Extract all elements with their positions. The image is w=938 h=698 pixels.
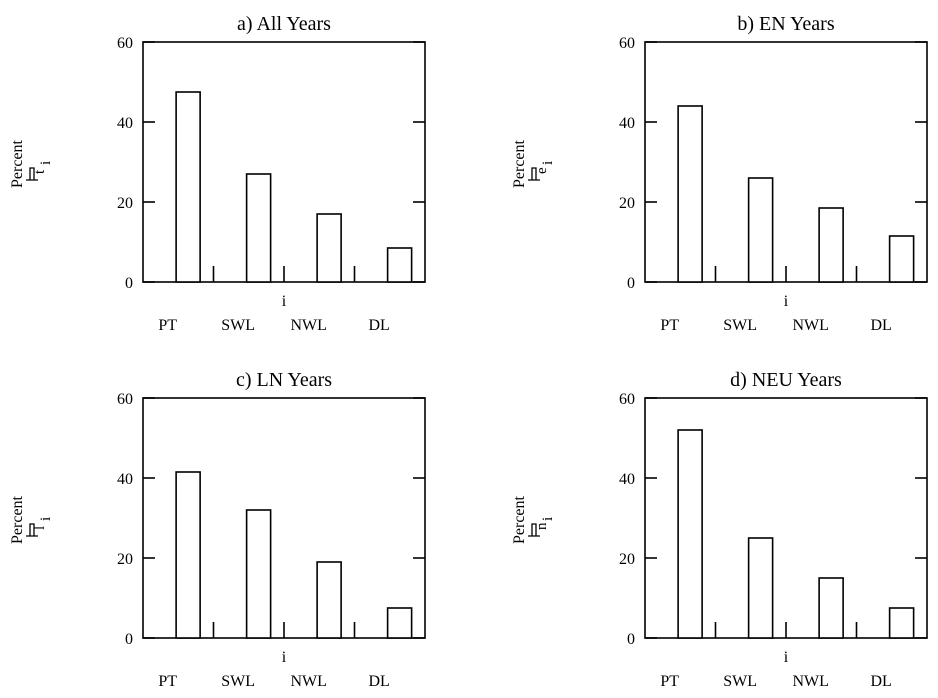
category-label: NWL — [290, 317, 326, 334]
bar-dl — [888, 607, 915, 639]
bar-swl — [245, 509, 272, 639]
y-tick-label: 0 — [627, 631, 635, 648]
y-axis-label: Percent — [511, 495, 528, 544]
category-label: NWL — [792, 317, 828, 334]
bar-pt — [175, 91, 201, 283]
y-axis-label: Percent — [511, 139, 528, 188]
y-axis-symbol: ti — [32, 161, 54, 174]
chart-title: c) LN Years — [236, 369, 332, 391]
chart-title: a) All Years — [237, 13, 331, 35]
x-axis-label: i — [282, 649, 287, 666]
category-label: NWL — [792, 673, 828, 690]
y-tick-label: 0 — [125, 631, 133, 648]
bar-swl — [747, 537, 774, 639]
y-tick-label: 20 — [117, 551, 133, 568]
bar-dl — [386, 247, 413, 283]
category-label: NWL — [290, 673, 326, 690]
y-symbol-index: i — [38, 517, 54, 521]
category-label: SWL — [723, 317, 757, 334]
bar-nwl — [818, 207, 844, 283]
category-label: SWL — [221, 317, 255, 334]
y-symbol-index: i — [540, 161, 556, 165]
category-label: PT — [158, 317, 177, 334]
y-symbol-index: i — [540, 517, 556, 521]
bar-nwl — [316, 561, 342, 639]
y-tick-label: 40 — [117, 115, 133, 132]
category-label: DL — [871, 317, 892, 334]
y-tick-label: 60 — [117, 35, 133, 52]
bar-swl — [245, 173, 272, 283]
category-label: SWL — [221, 673, 255, 690]
category-label: SWL — [723, 673, 757, 690]
placeholder-glyph — [26, 167, 38, 181]
x-axis-label: i — [784, 649, 789, 666]
y-tick-label: 20 — [619, 195, 635, 212]
x-axis-label: i — [784, 293, 789, 310]
y-axis-label: Percent — [9, 139, 26, 188]
bar-pt — [175, 471, 201, 639]
y-tick-label: 60 — [619, 391, 635, 408]
bar-pt — [677, 429, 703, 639]
category-label: DL — [369, 673, 390, 690]
y-tick-label: 40 — [619, 471, 635, 488]
y-symbol-letter: l — [32, 526, 48, 530]
category-label: PT — [660, 317, 679, 334]
y-axis-symbol: ei — [534, 161, 556, 174]
placeholder-glyph — [26, 523, 38, 537]
y-axis-symbol: li — [32, 517, 54, 530]
x-axis-label: i — [282, 293, 287, 310]
y-tick-label: 60 — [619, 35, 635, 52]
category-label: DL — [369, 317, 390, 334]
bar-nwl — [818, 577, 844, 639]
y-tick-label: 0 — [627, 275, 635, 292]
bar-swl — [747, 177, 774, 283]
y-symbol-letter: t — [32, 169, 48, 174]
y-axis-label: Percent — [9, 495, 26, 544]
bar-dl — [888, 235, 915, 283]
category-label: PT — [158, 673, 177, 690]
y-symbol-index: i — [38, 161, 54, 165]
y-symbol-letter: n — [534, 522, 550, 530]
placeholder-glyph — [528, 167, 540, 181]
y-tick-label: 0 — [125, 275, 133, 292]
y-tick-label: 20 — [117, 195, 133, 212]
placeholder-glyph — [528, 523, 540, 537]
bar-nwl — [316, 213, 342, 283]
y-tick-label: 60 — [117, 391, 133, 408]
y-tick-label: 20 — [619, 551, 635, 568]
chart-title: d) NEU Years — [730, 369, 842, 391]
y-axis-symbol: ni — [534, 517, 556, 530]
category-label: PT — [660, 673, 679, 690]
bar-dl — [386, 607, 413, 639]
bar-pt — [677, 105, 703, 283]
y-tick-label: 40 — [619, 115, 635, 132]
y-tick-label: 40 — [117, 471, 133, 488]
y-symbol-letter: e — [534, 167, 550, 174]
chart-title: b) EN Years — [737, 13, 834, 35]
category-label: DL — [871, 673, 892, 690]
